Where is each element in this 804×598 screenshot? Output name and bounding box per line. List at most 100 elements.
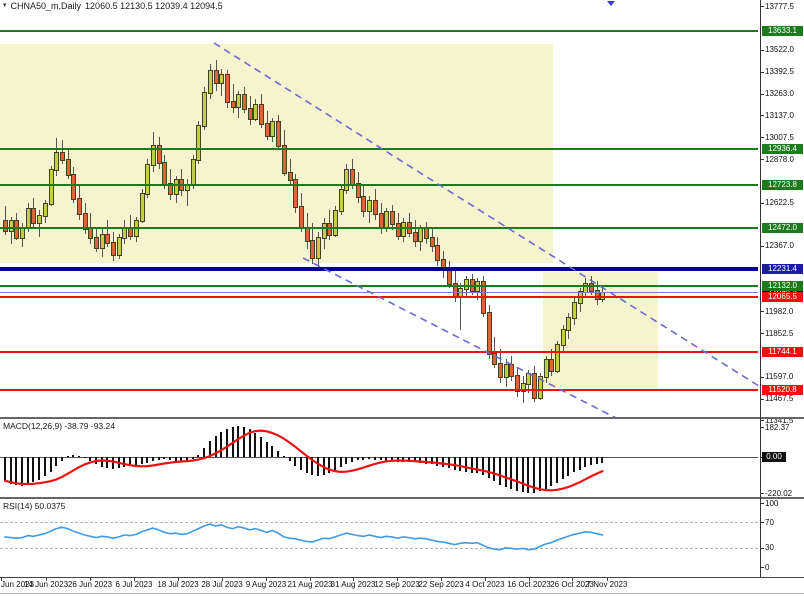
price-badge: 12065.5	[762, 292, 803, 303]
macd-histogram-bar	[322, 457, 325, 476]
bear-candle-body	[486, 311, 492, 355]
macd-histogram-bar	[345, 457, 348, 464]
time-axis-tick	[222, 577, 223, 581]
time-axis-tick	[1, 577, 2, 581]
bull-candle-body	[367, 199, 373, 212]
candle-wick	[187, 179, 189, 207]
bull-candle-body	[196, 124, 202, 161]
price-axis-label: 11852.5	[765, 328, 794, 338]
macd-histogram-bar	[442, 457, 445, 467]
macd-histogram-bar	[21, 457, 24, 486]
date-label: 6 Jul 2023	[115, 580, 153, 589]
bear-candle-body	[395, 223, 401, 238]
bear-candle-body	[71, 174, 77, 200]
candle-wick	[232, 83, 234, 113]
candle-wick	[61, 140, 63, 164]
macd-histogram-bar	[481, 457, 484, 476]
bull-candle-body	[333, 209, 339, 236]
bear-candle-body	[412, 231, 418, 243]
axis-tick	[760, 398, 764, 400]
date-label: 22 Sep 2023	[418, 580, 464, 589]
macd-histogram-bar	[38, 457, 41, 480]
bear-candle-body	[509, 364, 515, 377]
time-axis-tick	[441, 577, 442, 581]
bull-candle-body	[321, 223, 327, 239]
bull-candle-body	[139, 192, 145, 222]
macd-histogram-bar	[169, 457, 171, 460]
bear-candle-body	[327, 223, 333, 236]
bear-candle-body	[156, 145, 162, 165]
bear-candle-body	[287, 172, 293, 182]
macd-histogram-bar	[561, 457, 564, 480]
macd-histogram-bar	[214, 435, 217, 457]
price-axis-label: 13137.0	[765, 110, 794, 120]
time-axis-tick	[485, 577, 486, 581]
bull-candle-body	[503, 364, 509, 379]
macd-histogram-bar	[225, 428, 228, 457]
axis-tick	[760, 503, 764, 504]
macd-histogram-bar	[237, 426, 240, 457]
bull-candle-body	[173, 179, 179, 195]
price-badge: 12231.4	[762, 264, 803, 274]
time-axis-tick	[529, 577, 530, 581]
macd-histogram-bar	[402, 457, 405, 463]
date-label: 12 Sep 2023	[374, 580, 420, 589]
bear-candle-body	[3, 219, 8, 233]
price-level-line	[0, 184, 758, 187]
macd-histogram-bar	[112, 457, 115, 469]
macd-histogram-bar	[299, 457, 302, 471]
macd-histogram-bar	[174, 457, 177, 461]
price-badge: 12472.0	[762, 223, 803, 234]
axis-tick	[760, 547, 764, 549]
trendline-handle-icon[interactable]	[607, 1, 615, 6]
bear-candle-body	[76, 197, 82, 216]
window-bottom-line	[0, 593, 804, 594]
macd-histogram-bar	[516, 457, 519, 492]
macd-histogram-bar	[277, 450, 280, 457]
bear-candle-body	[59, 151, 65, 161]
rsi-axis-label: 100	[765, 498, 779, 508]
macd-histogram-bar	[248, 429, 251, 457]
macd-histogram-bar	[254, 432, 257, 457]
macd-histogram-bar	[356, 457, 359, 461]
bull-candle-body	[236, 94, 242, 109]
time-axis-tick	[607, 577, 608, 581]
macd-histogram-bar	[265, 441, 268, 457]
date-label: 14 Jun 2023	[23, 580, 69, 589]
bear-candle-body	[372, 199, 378, 216]
macd-histogram-bar	[117, 457, 120, 468]
ohlc-readout: 12060.5 12130.5 12039.4 12094.5	[85, 1, 223, 11]
price-badge: 12936.4	[762, 144, 803, 155]
bear-candle-body	[247, 107, 253, 120]
macd-histogram-bar	[15, 457, 18, 486]
bear-candle-body	[94, 236, 100, 250]
macd-histogram-bar	[527, 457, 530, 494]
date-label: 9 Aug 2023	[245, 580, 287, 589]
macd-histogram-bar	[140, 457, 143, 464]
macd-histogram-bar	[43, 457, 46, 477]
price-axis-label: 11597.0	[765, 372, 794, 382]
time-axis-tick	[90, 577, 91, 581]
macd-histogram-bar	[453, 457, 456, 470]
macd-histogram-bar	[305, 457, 308, 474]
price-level-line	[0, 284, 758, 287]
macd-histogram-bar	[504, 457, 507, 488]
bear-candle-body	[111, 242, 117, 256]
macd-histogram-bar	[146, 457, 149, 463]
price-level-line	[0, 148, 758, 151]
macd-histogram-bar	[180, 457, 183, 462]
bull-candle-body	[202, 92, 208, 127]
bear-candle-body	[241, 94, 247, 110]
bear-candle-body	[498, 362, 504, 379]
macd-histogram-bar	[510, 457, 513, 490]
axis-tick	[760, 493, 764, 495]
time-axis-tick	[134, 577, 135, 581]
bull-candle-body	[418, 228, 424, 243]
macd-histogram-bar	[362, 457, 365, 460]
macd-histogram-bar	[60, 457, 63, 462]
price-axis-label: 12622.5	[765, 198, 794, 208]
bull-candle-body	[116, 236, 122, 256]
current-price-line	[0, 291, 758, 293]
bear-candle-body	[105, 233, 111, 245]
